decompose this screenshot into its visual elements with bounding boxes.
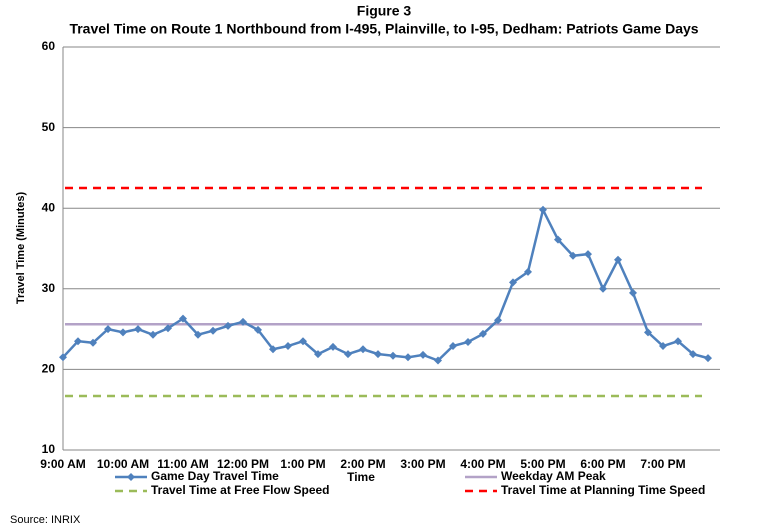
data-point (239, 317, 247, 326)
data-point (134, 325, 142, 334)
data-point (674, 337, 682, 346)
source-note: Source: INRIX (10, 514, 81, 526)
data-point (584, 250, 592, 259)
data-point (524, 267, 532, 276)
x-tick-label: 12:00 PM (217, 457, 269, 471)
x-tick-label: 3:00 PM (400, 457, 445, 471)
data-point (629, 288, 637, 297)
x-tick-label: 11:00 AM (157, 457, 209, 471)
data-point (89, 338, 97, 347)
data-point (554, 235, 562, 244)
data-point (59, 353, 67, 362)
data-point (569, 251, 577, 260)
data-point (359, 345, 367, 354)
x-tick-label: 5:00 PM (520, 457, 565, 471)
data-point (599, 284, 607, 293)
data-point (659, 342, 667, 351)
y-tick-label: 40 (42, 200, 56, 214)
data-point (479, 329, 487, 338)
x-tick-label: 2:00 PM (340, 457, 385, 471)
data-point (269, 345, 277, 354)
data-point (644, 328, 652, 337)
data-point (314, 350, 322, 359)
data-point (74, 337, 82, 346)
y-axis-title: Travel Time (Minutes) (15, 192, 27, 305)
data-point (284, 342, 292, 351)
data-point (209, 326, 217, 335)
data-point (704, 354, 712, 363)
data-point (254, 325, 262, 334)
data-point (614, 255, 622, 264)
data-point (194, 330, 202, 339)
chart-title: Figure 3 (357, 3, 412, 19)
x-axis-title: Time (347, 470, 375, 484)
data-point (329, 342, 337, 351)
series-line (62, 206, 709, 362)
data-point (389, 351, 397, 360)
x-tick-label: 1:00 PM (280, 457, 325, 471)
legend-label: Travel Time at Planning Time Speed (501, 483, 705, 497)
y-tick-label: 30 (42, 281, 56, 295)
data-point (104, 325, 112, 334)
x-tick-label: 6:00 PM (580, 457, 625, 471)
x-tick-label: 10:00 AM (97, 457, 149, 471)
chart-subtitle: Travel Time on Route 1 Northbound from I… (69, 21, 698, 37)
data-point (539, 205, 547, 214)
x-tick-label: 7:00 PM (640, 457, 685, 471)
data-point (419, 350, 427, 359)
data-point (164, 324, 172, 333)
y-tick-label: 20 (42, 362, 56, 376)
data-point (404, 353, 412, 362)
y-tick-label: 60 (42, 39, 56, 53)
data-point (434, 356, 442, 365)
data-point (149, 330, 157, 339)
data-point (509, 278, 517, 287)
legend-label: Weekday AM Peak (501, 469, 606, 483)
legend-label: Game Day Travel Time (151, 469, 279, 483)
x-tick-label: 4:00 PM (460, 457, 505, 471)
data-point (464, 337, 472, 346)
data-point (689, 350, 697, 359)
data-point (449, 342, 457, 351)
data-point (179, 314, 187, 323)
legend-label: Travel Time at Free Flow Speed (151, 483, 330, 497)
y-tick-label: 10 (42, 442, 56, 456)
y-tick-label: 50 (42, 120, 56, 134)
data-point (374, 350, 382, 359)
data-point (494, 316, 502, 325)
x-tick-label: 9:00 AM (40, 457, 86, 471)
legend-swatch (127, 473, 135, 481)
data-point (299, 337, 307, 346)
data-point (224, 321, 232, 330)
data-point (119, 328, 127, 337)
data-point (344, 350, 352, 359)
